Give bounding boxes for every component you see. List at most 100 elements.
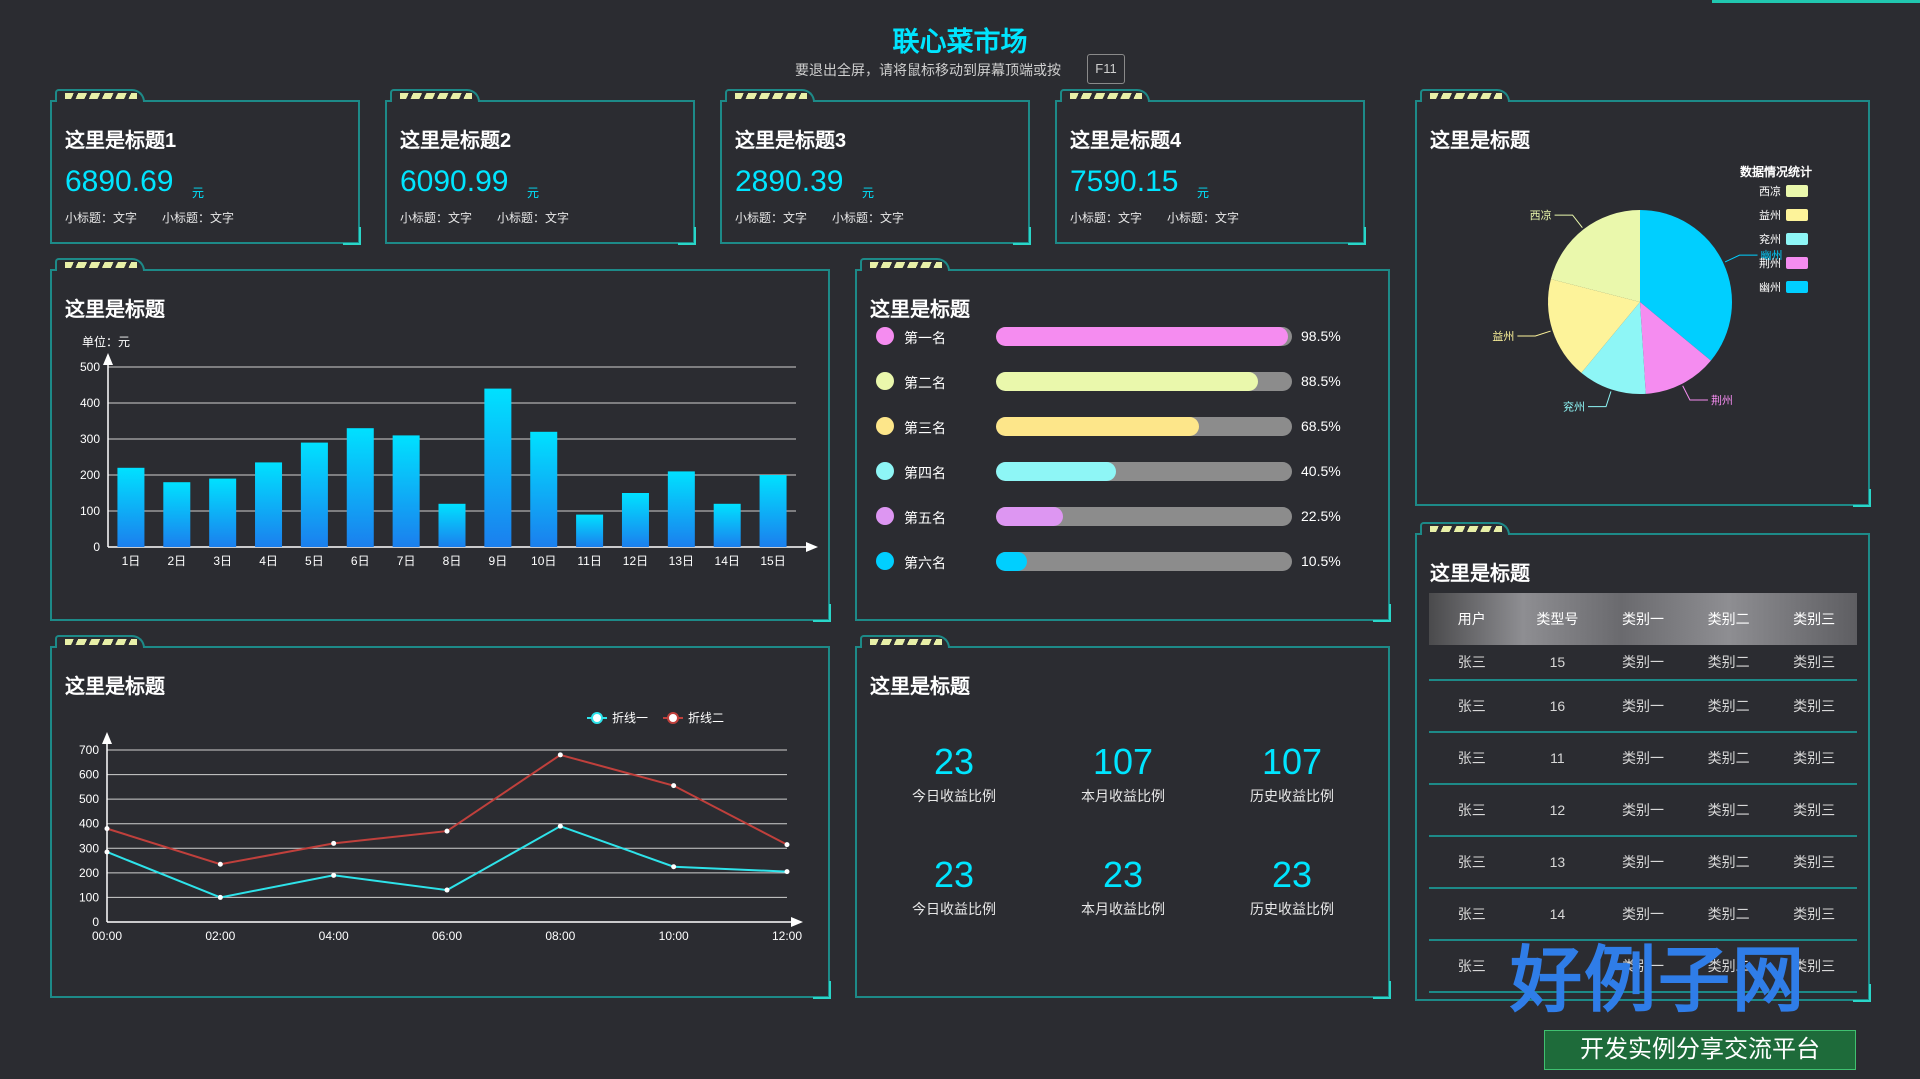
panel-tab [860, 258, 950, 271]
rank-progress-track [996, 552, 1292, 571]
x-tick-label: 02:00 [205, 929, 235, 943]
rank-row: 第一名 98.5% [857, 321, 1417, 351]
table-row: 张三 类别一 类别二 类别三 [1429, 941, 1857, 993]
bar-chart: 单位：元 0 100 200 300 400 500 1日 2日 3日 4日 5日 6日 7日 8日 9日 10… [80, 334, 818, 568]
x-tick-label: 12日 [623, 554, 648, 568]
y-tick-label: 200 [80, 468, 100, 482]
y-tick-label: 100 [79, 890, 99, 904]
x-tick-label: 10日 [531, 554, 556, 568]
kpi-subtitle: 小标题：文字 [400, 211, 473, 225]
stat-item: 107 历史收益比例 [1207, 742, 1377, 806]
x-tick-label: 14日 [715, 554, 740, 568]
rank-dot-icon [876, 552, 894, 570]
rank-progress-track [996, 507, 1292, 526]
kpi-unit: 元 [192, 186, 205, 200]
x-tick-label: 8日 [443, 554, 462, 568]
rank-name: 第五名 [904, 510, 946, 526]
stat-number: 107 [1261, 741, 1323, 782]
bar [530, 431, 558, 547]
data-point [217, 861, 223, 867]
table-cell: 张三 [1457, 654, 1486, 670]
y-axis-unit-label: 单位：元 [82, 334, 130, 349]
line-panel: 这里是标题 0 100 200 300 400 500 600 700 00:00 02:00 04… [50, 635, 831, 999]
data-point [557, 752, 563, 758]
rank-percent: 22.5% [1301, 508, 1341, 524]
table-cell: 张三 [1457, 802, 1486, 818]
table-header-cell: 用户 [1457, 611, 1486, 627]
pie-label-line [1554, 214, 1583, 229]
data-point [331, 872, 337, 878]
kpi-panel-4: 这里是标题4 7590.15 元 小标题：文字 小标题：文字 [1055, 89, 1366, 245]
panel-tab [55, 635, 145, 648]
y-tick-label: 0 [92, 915, 99, 929]
kpi-title: 这里是标题3 [735, 130, 847, 152]
pie-label: 益州 [1492, 329, 1514, 343]
pie-label-line [1724, 254, 1758, 263]
kpi-value: 2890.39 [735, 165, 844, 198]
pie-label-line [1517, 330, 1551, 337]
rank-row: 第二名 88.5% [857, 366, 1417, 396]
data-table: 用户 类型号 类别一 类别二 类别三 张三 15 类别一 类别二 类别三 张三 16 类别一类… [1429, 593, 1857, 993]
stat-label: 本月收益比例 [1081, 788, 1165, 804]
panel-tab [725, 89, 815, 102]
stat-label: 历史收益比例 [1250, 901, 1334, 917]
x-tick-label: 5日 [305, 554, 324, 568]
table-cell: 类别一 [1621, 854, 1664, 870]
table-cell: 12 [1549, 802, 1566, 818]
stat-item: 23 今日收益比例 [869, 742, 1039, 806]
x-tick-label: 12:00 [772, 929, 802, 943]
bar [300, 442, 328, 547]
series-line [106, 825, 788, 899]
legend-marker-icon [667, 712, 679, 724]
table-cell: 类别三 [1793, 654, 1836, 670]
x-tick-label: 3日 [213, 554, 232, 568]
pie-legend-title: 数据情况统计 [1740, 164, 1812, 179]
legend-swatch [1786, 281, 1808, 293]
rank-row: 第六名 10.5% [857, 546, 1417, 576]
y-tick-label: 700 [79, 743, 99, 757]
table-cell: 类别三 [1793, 906, 1836, 922]
page-header: 联心菜市场 要退出全屏，请将鼠标移动到屏幕顶端或按 F11 [0, 0, 1920, 90]
y-tick-label: 400 [79, 817, 99, 831]
stat-item: 23 本月收益比例 [1038, 855, 1208, 919]
legend-swatch [1786, 185, 1808, 197]
rank-name: 第六名 [904, 555, 946, 571]
rank-progress-track [996, 462, 1292, 481]
kpi-subtitle: 小标题：文字 [1167, 211, 1240, 225]
rank-dot-icon [876, 507, 894, 525]
page-title: 联心菜市场 [892, 27, 1028, 57]
legend-label: 西凉 [1759, 184, 1781, 198]
x-axis-arrow-icon [791, 917, 803, 927]
panel-title: 这里是标题 [1430, 130, 1530, 152]
pie-slice [1581, 302, 1646, 394]
pie-label: 兖州 [1563, 400, 1585, 414]
data-point [444, 828, 450, 834]
kpi-unit: 元 [862, 186, 875, 200]
fullscreen-hint: 要退出全屏，请将鼠标移动到屏幕顶端或按 [795, 62, 1061, 78]
panel-tab [860, 635, 950, 648]
legend-marker-icon [591, 712, 603, 724]
table-row: 张三 12 类别一 类别二 类别三 [1429, 785, 1857, 837]
pie-slice [1550, 210, 1640, 302]
bar [759, 475, 787, 547]
x-tick-label: 9日 [489, 554, 508, 568]
rank-percent: 68.5% [1301, 418, 1341, 434]
table-cell: 张三 [1457, 698, 1486, 714]
kpi-panel-1: 这里是标题1 6890.69 元 小标题：文字 小标题：文字 [50, 89, 361, 245]
stat-item: 23 今日收益比例 [869, 855, 1039, 919]
pie-label: 荆州 [1711, 394, 1733, 407]
rank-dot-icon [876, 372, 894, 390]
table-cell: 张三 [1457, 958, 1486, 974]
data-point [104, 849, 110, 855]
legend-label: 益州 [1759, 208, 1781, 222]
kpi-panel-2: 这里是标题2 6090.99 元 小标题：文字 小标题：文字 [385, 89, 696, 245]
panel-tab [55, 89, 145, 102]
legend-swatch [1786, 233, 1808, 245]
rank-dot-icon [876, 327, 894, 345]
panel-tab [55, 258, 145, 271]
stat-number: 23 [1102, 854, 1144, 895]
table-cell: 类别一 [1621, 958, 1664, 974]
legend-label: 折线二 [688, 710, 724, 725]
data-point [671, 864, 677, 870]
rank-dot-icon [876, 462, 894, 480]
